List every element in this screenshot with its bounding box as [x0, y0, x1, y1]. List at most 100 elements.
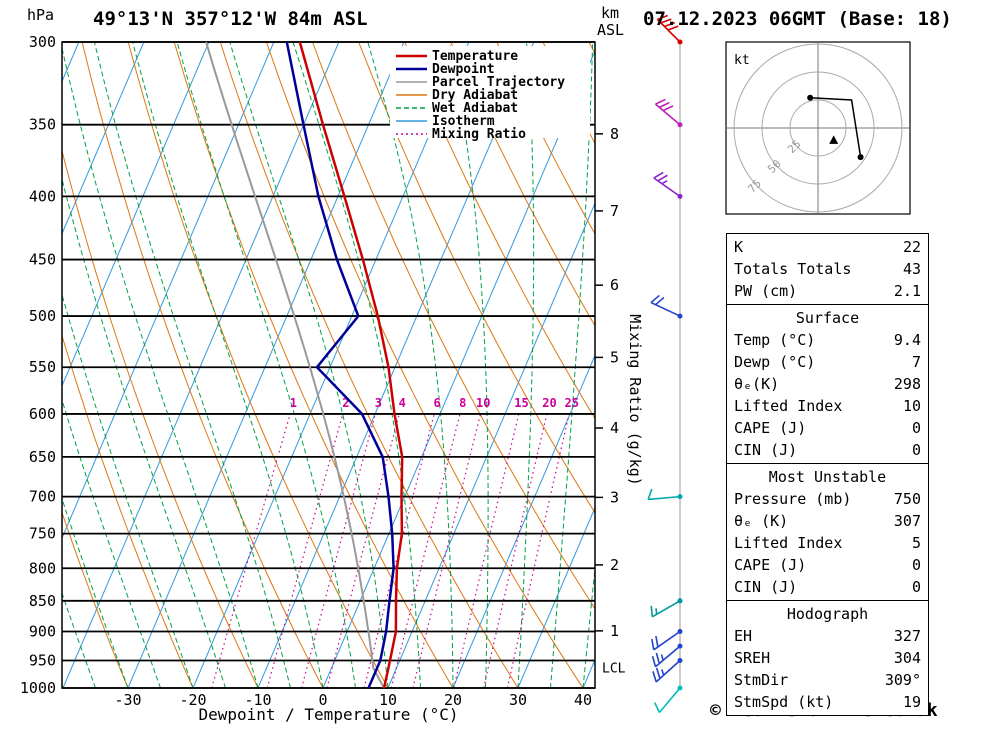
stat-label: Lifted Index [734, 397, 843, 415]
svg-text:30: 30 [509, 691, 527, 709]
stat-label: K [734, 238, 744, 256]
svg-text:4: 4 [610, 419, 619, 437]
stat-value: 0 [911, 556, 921, 574]
stats-row: θₑ (K) 307 [734, 510, 921, 532]
mixing-ratio-lines [211, 413, 570, 688]
km-axis: 1 2 3 4 5 6 7 8 [595, 125, 619, 640]
svg-text:0: 0 [318, 691, 327, 709]
legend-label: Parcel Trajectory [432, 75, 565, 90]
svg-text:350: 350 [29, 116, 56, 134]
svg-text:2: 2 [342, 396, 349, 410]
stat-label: θₑ (K) [734, 512, 789, 530]
svg-text:25: 25 [564, 396, 578, 410]
stat-label: CAPE (J) [734, 419, 807, 437]
stat-label: PW (cm) [734, 282, 798, 300]
svg-text:3: 3 [610, 488, 619, 506]
legend-label: Dewpoint [432, 62, 495, 77]
svg-text:-30: -30 [114, 691, 141, 709]
svg-text:10: 10 [379, 691, 397, 709]
wind-barb [651, 628, 683, 651]
stats-row: EH 327 [734, 625, 921, 647]
wind-barb [656, 14, 683, 45]
svg-text:300: 300 [29, 33, 56, 51]
stat-value: 22 [902, 238, 921, 256]
svg-text:450: 450 [29, 251, 56, 269]
stat-label: Lifted Index [734, 534, 843, 552]
stat-label: SREH [734, 649, 771, 667]
stat-label: Pressure (mb) [734, 490, 852, 508]
legend-label: Mixing Ratio [432, 127, 526, 142]
pressure-unit-label: hPa [27, 6, 55, 24]
stats-row: CIN (J) 0 [734, 576, 921, 598]
stats-row: CAPE (J) 0 [734, 554, 921, 576]
stat-label: CAPE (J) [734, 556, 807, 574]
stats-row: Dewp (°C) 7 [734, 351, 921, 373]
stat-value: 0 [911, 441, 921, 459]
isotherm-lines [62, 42, 595, 688]
stats-row: θₑ(K) 298 [734, 373, 921, 395]
svg-text:4: 4 [399, 396, 406, 410]
svg-text:400: 400 [29, 187, 56, 205]
svg-text:6: 6 [434, 396, 441, 410]
stat-value: 0 [911, 578, 921, 596]
svg-text:40: 40 [574, 691, 592, 709]
stats-row: CIN (J) 0 [734, 439, 921, 461]
hodograph-trace [810, 97, 862, 158]
svg-text:-20: -20 [179, 691, 206, 709]
stat-value: 7 [911, 353, 921, 371]
stats-tables: K 22 Totals Totals 43 PW (cm) 2.1 Surface Temp … [726, 233, 929, 716]
svg-text:800: 800 [29, 559, 56, 577]
svg-text:850: 850 [29, 592, 56, 610]
wind-barb [653, 171, 683, 199]
svg-text:700: 700 [29, 488, 56, 506]
stats-row: StmSpd (kt) 19 [734, 691, 921, 713]
stats-row: Pressure (mb) 750 [734, 488, 921, 510]
mixing-ratio-axis-label: Mixing Ratio (g/kg) [626, 314, 644, 486]
svg-text:650: 650 [29, 448, 56, 466]
temperature-curve [298, 42, 404, 688]
profile-curves [205, 42, 404, 688]
stats-row: StmDir 309° [734, 669, 921, 691]
stats-row: PW (cm) 2.1 [734, 280, 921, 302]
svg-text:-10: -10 [244, 691, 271, 709]
stats-row: Temp (°C) 9.4 [734, 329, 921, 351]
stats-row: Lifted Index 5 [734, 532, 921, 554]
stat-value: 2.1 [893, 282, 921, 300]
stats-row: Totals Totals 43 [734, 258, 921, 280]
svg-text:950: 950 [29, 651, 56, 669]
stats-table-header: Most Unstable [768, 468, 887, 486]
stat-label: θₑ(K) [734, 375, 780, 393]
stats-row: SREH 304 [734, 647, 921, 669]
wind-barb [652, 657, 683, 683]
svg-text:20: 20 [444, 691, 462, 709]
altitude-unit-label-asl: ASL [597, 21, 625, 39]
legend-label: Wet Adiabat [432, 101, 518, 116]
stats-table: K 22 Totals Totals 43 PW (cm) 2.1 [726, 233, 929, 305]
stat-label: StmDir [734, 671, 789, 689]
stat-value: 309° [884, 671, 921, 689]
temperature-axis-labels: -30 -20 -10 0 10 20 30 40 [114, 691, 592, 709]
hodograph-unit-label: kt [734, 53, 750, 68]
svg-text:550: 550 [29, 358, 56, 376]
svg-text:1: 1 [290, 396, 297, 410]
stat-value: 9.4 [893, 331, 921, 349]
svg-text:5: 5 [610, 348, 619, 366]
wet-adiabat-lines [62, 42, 595, 688]
svg-text:15: 15 [514, 396, 528, 410]
svg-text:600: 600 [29, 405, 56, 423]
wind-barb [650, 598, 683, 618]
stat-value: 19 [902, 693, 921, 711]
svg-text:10: 10 [476, 396, 490, 410]
stats-table: Hodograph EH 327 SREH 304 StmDir 309° StmSpd (k… [726, 600, 929, 716]
wind-barb [653, 685, 683, 714]
stat-value: 304 [893, 649, 921, 667]
wind-barb-column [647, 14, 683, 714]
wind-barb [651, 643, 683, 668]
stat-value: 10 [902, 397, 921, 415]
dewpoint-curve [285, 42, 395, 688]
svg-text:500: 500 [29, 307, 56, 325]
stat-value: 0 [911, 419, 921, 437]
